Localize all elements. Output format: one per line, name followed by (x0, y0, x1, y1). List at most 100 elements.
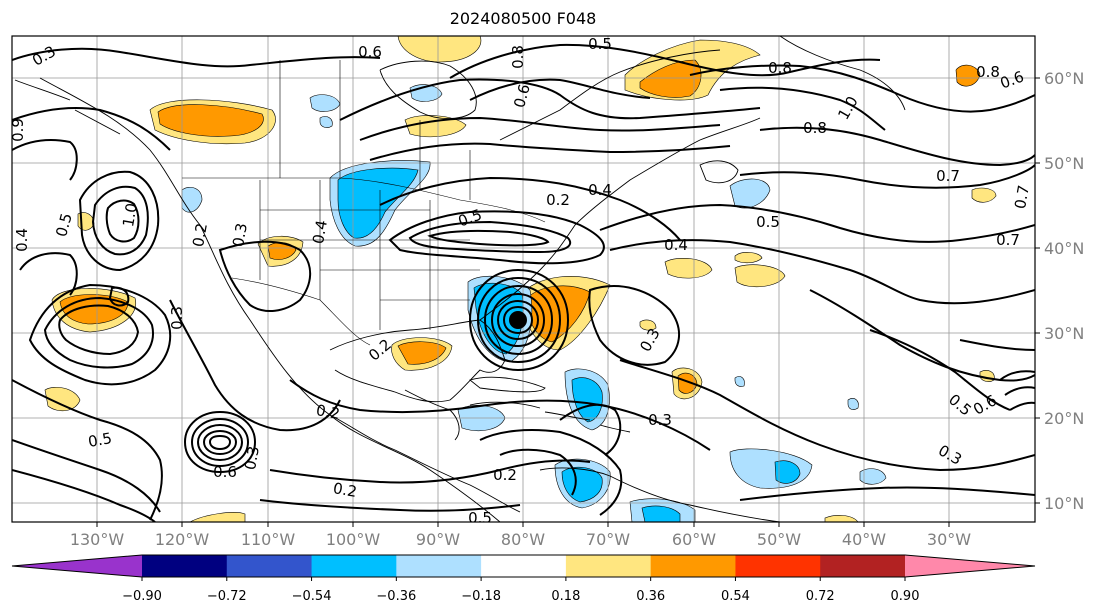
shade-positive-north (397, 36, 482, 63)
contour-line (427, 229, 550, 247)
latitude-label: 50°N (1044, 154, 1084, 173)
colorbar-segment (481, 555, 567, 577)
coast-central-america (329, 414, 521, 513)
contour-line (1009, 401, 1035, 411)
contours (12, 43, 1035, 522)
coast-cuba (469, 376, 546, 393)
contour-label-text: 0.9 (9, 118, 27, 142)
shade-positive-atlantic-5 (971, 187, 997, 203)
hurricane-center (509, 311, 527, 329)
contour-label: 0.4 (13, 228, 31, 252)
contour-line (12, 469, 156, 522)
contour-line (999, 370, 1035, 381)
longitude-labels: 130°W 120°W 110°W 100°W 90°W 80°W 70°W 60°W 50°W… (70, 530, 971, 549)
longitude-label: 50°W (757, 530, 801, 549)
contour-label: 0.8 (768, 59, 792, 77)
coast-hudson (379, 60, 477, 119)
colorbar-segment (396, 555, 482, 577)
colorbar-tick-label: −0.18 (461, 589, 501, 604)
contour-label-text: 0.2 (332, 479, 359, 501)
longitude-label: 30°W (927, 530, 971, 549)
contour-label-text: 1.0 (119, 202, 141, 229)
colorbar-tick-label: 0.90 (891, 589, 920, 604)
colorbar-tick-label: −0.36 (376, 589, 416, 604)
contour-line (719, 86, 886, 131)
contour-label-text: 0.7 (1011, 184, 1033, 211)
contour-label: 0.4 (664, 236, 688, 254)
shade-negative-atl-small-2 (734, 376, 745, 387)
longitude-label: 60°W (672, 530, 716, 549)
longitude-label: 100°W (326, 530, 381, 549)
contour-line (28, 283, 172, 386)
contour-label: 0.6 (213, 463, 237, 481)
contour-label-text: 0.8 (768, 59, 792, 77)
contour-label-text: 0.3 (168, 306, 186, 330)
contour-label: 0.5 (756, 213, 780, 231)
shade-negative-caribbean-core (571, 377, 603, 423)
contour-line (869, 329, 1011, 411)
shade-positive-far-e (979, 370, 995, 382)
contour-label: 0.6 (358, 43, 382, 61)
shade-positive-south-2 (189, 512, 246, 522)
contour-label-text: 0.8 (509, 45, 527, 69)
shade-negative-s-america-core (641, 505, 681, 522)
contour-line (379, 176, 681, 241)
contour-line (469, 78, 651, 101)
contour-label: 0.2 (546, 191, 570, 209)
contour-line (483, 284, 554, 356)
contour-label-text: 0.4 (13, 228, 31, 252)
contour-label: 0.3 (241, 445, 263, 472)
contour-label-text: 0.2 (189, 222, 211, 249)
contour-line (1004, 386, 1035, 396)
contour-label-text: 0.5 (52, 211, 76, 239)
colorbar-segment (311, 555, 397, 577)
coast-east-us (479, 117, 761, 321)
contour-label: 0.8 (509, 45, 527, 69)
coast-south-america (539, 467, 781, 522)
shade-negative-atlantic-core (774, 460, 801, 484)
contour-line (599, 203, 1035, 243)
contour-line (78, 170, 160, 272)
shade-positive-gulf-core (397, 341, 447, 365)
contour-line (12, 47, 381, 68)
latitude-label: 60°N (1044, 69, 1084, 88)
axis-ticks (96, 77, 1040, 527)
contour-label: 0.8 (803, 119, 827, 137)
colorbar: −0.90 −0.72 −0.54 −0.36 −0.18 0.18 0.36 0.54 0.7… (11, 554, 1036, 604)
contour-label: 0.3 (648, 411, 672, 429)
contour-line (218, 240, 312, 312)
contour-line (269, 459, 591, 484)
contour-label-text: 0.5 (87, 429, 114, 451)
contour-label-text: 0.4 (309, 219, 331, 246)
shade-positive-atlantic-4-core (677, 372, 698, 394)
contour-line (12, 379, 163, 521)
colorbar-tick-label: 0.72 (806, 589, 835, 604)
contour-line (588, 285, 681, 366)
latitude-label: 30°N (1044, 324, 1084, 343)
contour-line (202, 429, 238, 456)
contour-line (739, 164, 1035, 189)
shade-positive-pacific-core (157, 104, 264, 137)
coast-alaska-islands (14, 79, 121, 135)
contour-label: 0.4 (588, 181, 612, 199)
shade-positive-atlantic-1 (664, 257, 713, 279)
contour-line (19, 252, 78, 296)
contour-line (479, 429, 623, 516)
contour-label: 0.6 (510, 82, 534, 110)
shade-negative-atl-small (847, 398, 859, 410)
contour-line (609, 239, 1035, 305)
coast-greenland (779, 36, 906, 111)
coast-gulf (329, 319, 506, 403)
shade-positive-atlantic-2 (734, 264, 786, 288)
border-us-canada (182, 177, 546, 223)
contour-label-text: 0.5 (756, 213, 780, 231)
latitude-label: 10°N (1044, 494, 1084, 513)
contour-line (759, 126, 1035, 167)
states-grid-1 (259, 180, 480, 330)
contour-label-text: 0.8 (976, 63, 1000, 81)
colorbar-segment (650, 555, 736, 577)
contour-label: 0.3 (168, 306, 186, 330)
contour-label: 1.0 (119, 202, 141, 229)
colorbar-tick-label: 0.36 (636, 589, 665, 604)
